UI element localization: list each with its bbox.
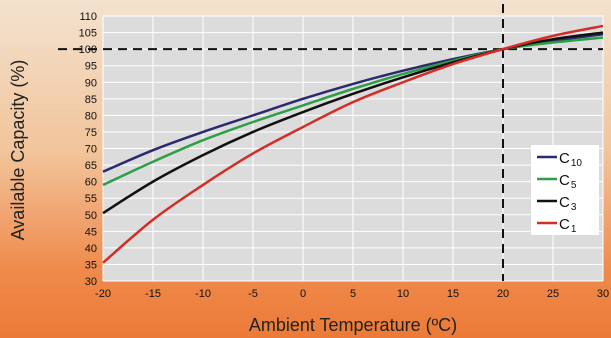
series-line-c1: [102, 24, 604, 264]
y-tick-label: 110: [79, 11, 97, 23]
x-tick-labels: -20 -15 -10 -5 0 5 10 15 20 25 30: [95, 288, 609, 300]
x-tick-label: -20: [95, 288, 111, 300]
y-axis-title: Available Capacity (%): [8, 60, 28, 241]
x-tick-label: 30: [597, 288, 609, 300]
y-tick-label: 95: [85, 61, 97, 73]
x-tick-label: 0: [300, 288, 306, 300]
y-tick-label: 55: [85, 193, 97, 205]
x-tick-label: 10: [397, 288, 409, 300]
x-tick-label: -5: [248, 288, 258, 300]
x-tick-label: 15: [447, 288, 459, 300]
y-tick-labels: 30 35 40 45 50 55 60 65 70 75 80 85 90 95 100 105 110: [79, 11, 97, 288]
legend-label-c1: C1: [559, 216, 577, 235]
legend-label-c3: C3: [559, 194, 577, 213]
y-tick-label: 75: [85, 127, 97, 139]
x-tick-label: 5: [350, 288, 356, 300]
y-tick-label: 60: [85, 177, 97, 189]
y-tick-label: 90: [85, 77, 97, 89]
y-tick-label: 100: [79, 44, 97, 56]
legend-box: [531, 145, 599, 235]
y-tick-label: 30: [85, 276, 97, 288]
y-tick-label: 35: [85, 259, 97, 271]
y-tick-label: 70: [85, 144, 97, 156]
legend: C10 C5 C3 C1: [531, 145, 599, 235]
x-tick-label: 20: [497, 288, 509, 300]
x-tick-label: -15: [145, 288, 161, 300]
y-tick-label: 50: [85, 210, 97, 222]
y-tick-label: 40: [85, 243, 97, 255]
legend-label-c10: C10: [559, 150, 582, 169]
x-tick-label: -10: [195, 288, 211, 300]
series-lines: [102, 24, 604, 264]
y-tick-label: 45: [85, 226, 97, 238]
y-tick-label: 105: [79, 28, 97, 40]
y-tick-label: 65: [85, 160, 97, 172]
x-tick-label: 25: [547, 288, 559, 300]
x-axis-title: Ambient Temperature (ºC): [249, 315, 457, 335]
legend-label-c5: C5: [559, 172, 577, 191]
y-tick-label: 80: [85, 110, 97, 122]
y-tick-label: 85: [85, 94, 97, 106]
